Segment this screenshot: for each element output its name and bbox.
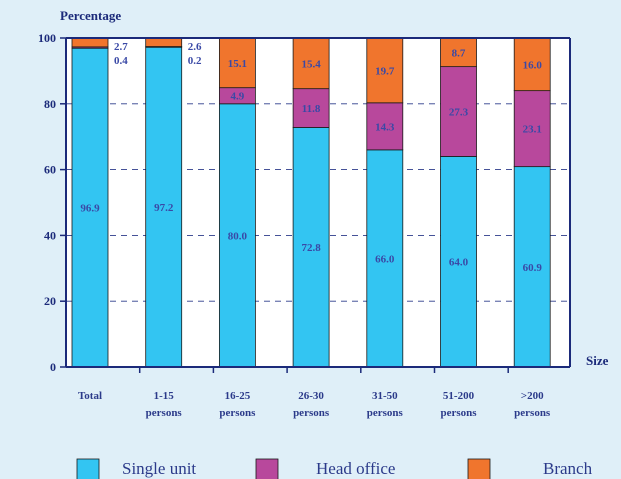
bar-segment — [145, 37, 183, 47]
data-label: 23.1 — [523, 124, 542, 136]
x-tick-label: persons — [367, 407, 404, 419]
y-tick-label: 20 — [44, 294, 56, 308]
y-tick-label: 100 — [38, 31, 56, 45]
value-labels: 96.9 0.4 2.7 97.2 0.2 2.6 80.0 4.9 15.1 72.8 11.8 1… — [80, 41, 542, 274]
data-label: 0.2 — [188, 55, 202, 67]
data-label: 2.7 — [114, 41, 128, 53]
y-tick-label: 80 — [44, 97, 56, 111]
axes: 0 20 40 60 80 100 Total 1-15 persons 16-25 persons… — [38, 31, 571, 419]
bar-segment — [71, 37, 109, 48]
data-label: 19.7 — [375, 65, 395, 77]
legend-swatch — [467, 458, 491, 479]
bar-segment — [218, 103, 256, 368]
data-label: 16.0 — [523, 59, 543, 71]
y-tick-label: 60 — [44, 163, 56, 177]
legend-swatch — [255, 458, 279, 479]
x-tick-label: 16-25 — [225, 390, 251, 402]
bar-segment — [366, 149, 404, 368]
bar-segment — [513, 166, 551, 368]
x-tick-label: 31-50 — [372, 390, 398, 402]
y-tick-label: 40 — [44, 228, 56, 242]
legend: Single unit Head office Branch — [76, 458, 593, 479]
data-label: 15.1 — [228, 58, 247, 70]
data-label: 66.0 — [375, 253, 395, 265]
x-tick-label: persons — [293, 407, 330, 419]
bar-segment — [292, 88, 330, 128]
legend-label: Single unit — [122, 459, 196, 478]
data-label: 96.9 — [80, 203, 100, 215]
bar-segment — [366, 102, 404, 151]
data-label: 14.3 — [375, 121, 395, 133]
x-tick-label: 51-200 — [443, 390, 475, 402]
bar-segment — [366, 37, 404, 104]
x-tick-label: >200 — [521, 390, 544, 402]
x-tick-label: 1-15 — [154, 390, 175, 402]
data-label: 72.8 — [301, 242, 321, 254]
x-tick-label: persons — [146, 407, 183, 419]
legend-label: Head office — [316, 459, 395, 478]
x-tick-label: 26-30 — [298, 390, 324, 402]
data-label: 0.4 — [114, 55, 128, 67]
data-label: 11.8 — [302, 103, 321, 115]
bar-segment — [440, 37, 477, 68]
x-tick-label: Total — [78, 390, 102, 402]
y-tick-label: 0 — [50, 360, 56, 374]
bars — [71, 37, 551, 368]
y-axis-title: Percentage — [60, 8, 121, 23]
data-label: 8.7 — [452, 47, 466, 59]
data-label: 27.3 — [449, 107, 469, 119]
bar-segment — [292, 127, 330, 368]
bar-segment — [440, 156, 477, 368]
x-tick-label: persons — [219, 407, 256, 419]
x-tick-label: persons — [440, 407, 477, 419]
bar-segment — [513, 90, 551, 168]
x-axis-title: Size — [586, 353, 609, 368]
legend-label: Branch — [543, 459, 593, 478]
x-tick-label: persons — [514, 407, 551, 419]
bar-segment — [218, 37, 256, 89]
data-label: 64.0 — [449, 257, 469, 269]
legend-swatch — [76, 458, 100, 479]
data-label: 2.6 — [188, 41, 202, 53]
data-label: 60.9 — [523, 262, 543, 274]
bar-segment — [292, 37, 330, 90]
data-label: 15.4 — [301, 58, 321, 70]
data-label: 4.9 — [231, 91, 245, 103]
gridlines — [66, 103, 570, 302]
data-label: 80.0 — [228, 230, 248, 242]
bar-segment — [513, 37, 551, 92]
data-label: 97.2 — [154, 202, 174, 214]
